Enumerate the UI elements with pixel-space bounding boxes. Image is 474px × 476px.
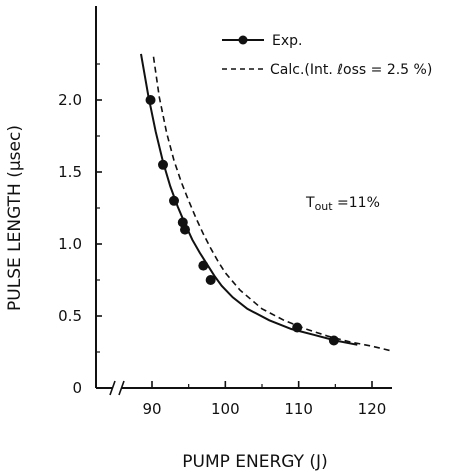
- exp-data-point: [145, 95, 156, 105]
- legend-calc-label: Calc.(Int. ℓoss = 2.5 %): [270, 62, 432, 78]
- x-axis-break-mark: [109, 380, 125, 396]
- exp-data-point: [198, 260, 209, 271]
- y-tick-label: 0.5: [58, 307, 82, 325]
- y-axis-title: PULSE LENGTH (μsec): [5, 125, 25, 311]
- x-tick-label: 110: [284, 400, 313, 418]
- tout-main: T: [305, 195, 315, 211]
- x-tick-label: 90: [142, 400, 161, 418]
- data-points: [145, 95, 339, 346]
- axis-break-slash-1: [109, 380, 116, 396]
- calc-series-line: [152, 56, 391, 352]
- y-tick-label: 0: [72, 379, 82, 397]
- exp-data-point: [158, 159, 168, 170]
- x-tick-label: 120: [358, 400, 387, 418]
- tout-annotation: Tout =11%: [305, 195, 380, 213]
- tout-value: =11%: [333, 195, 380, 211]
- axis-break-slash-2: [118, 380, 125, 396]
- y-ticks: 0 0.5 1.0 1.5 2.0: [58, 63, 102, 397]
- y-tick-label: 1.5: [58, 163, 82, 181]
- exp-data-point: [169, 195, 179, 206]
- x-axis-title: PUMP ENERGY (J): [182, 452, 327, 472]
- legend: Exp. Calc.(Int. ℓoss = 2.5 %): [222, 33, 432, 78]
- x-tick-label: 100: [211, 400, 240, 418]
- exp-data-point: [180, 224, 190, 235]
- y-tick-label: 1.0: [58, 235, 82, 253]
- exp-data-point: [328, 335, 339, 346]
- legend-exp-marker: [238, 35, 248, 45]
- legend-exp-label: Exp.: [272, 33, 302, 49]
- y-tick-label: 2.0: [58, 91, 82, 109]
- x-ticks: 90 100 110 120: [142, 381, 386, 418]
- exp-data-point: [292, 322, 303, 333]
- tout-subscript: out: [315, 200, 334, 213]
- exp-data-point: [205, 275, 216, 285]
